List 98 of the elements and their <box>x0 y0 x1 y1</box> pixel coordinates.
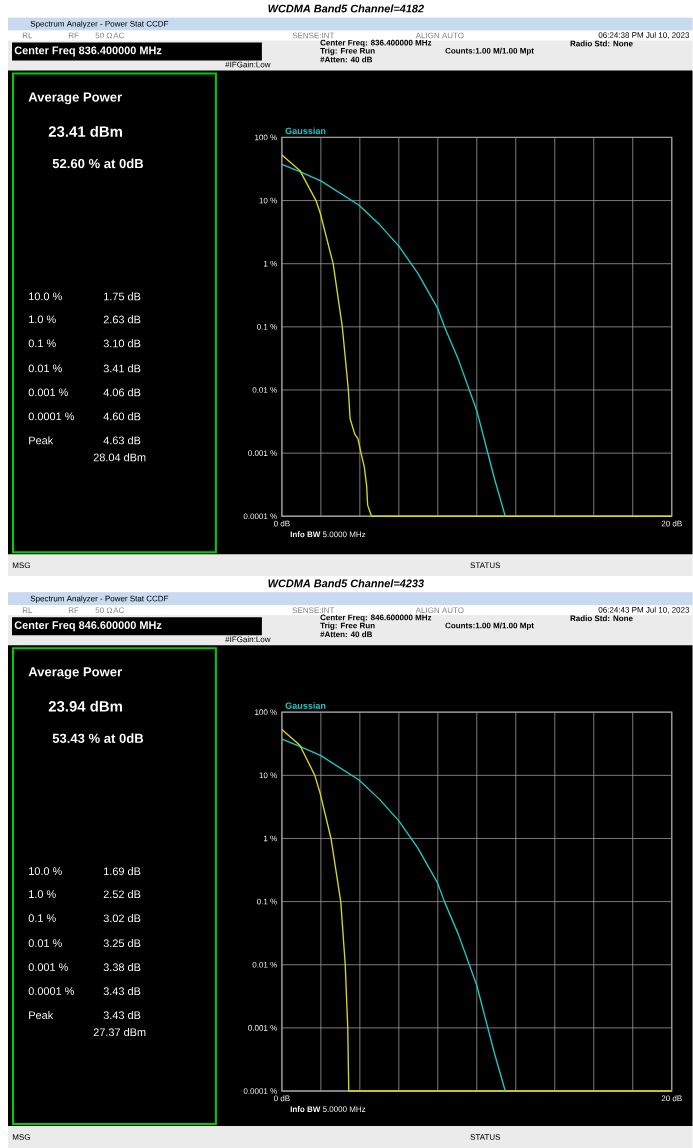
text: 0.01 % <box>28 939 63 947</box>
text: Counts:1.00 M/1.00 Mpt <box>445 47 534 56</box>
text: 10.0 % <box>29 292 63 301</box>
text: Center Freq 846.600000 MHz <box>14 621 162 632</box>
text: MSG <box>13 562 31 569</box>
y-tick-label: 1 % <box>264 260 278 267</box>
text: Peak <box>29 436 54 445</box>
text: Spectrum Analyzer - Power Stat CCDF <box>30 595 169 603</box>
y-tick-label: 100 % <box>255 709 278 716</box>
text: 3.10 dB <box>103 339 141 348</box>
text: SENSE:INT <box>292 607 335 614</box>
line-series <box>281 154 673 517</box>
y-tick-label: 0.0001 % <box>243 1088 278 1094</box>
text: 0.0001 % <box>28 987 75 995</box>
text: Average Power <box>28 667 123 680</box>
text: 1.0 % <box>29 890 56 898</box>
text: RF <box>69 607 79 613</box>
text: 4.60 dB <box>103 412 141 421</box>
text: 06:24:43 PM Jul 10, 2023 <box>598 606 690 614</box>
y-tick-label: 10 % <box>259 772 278 779</box>
x-tick-label: 0 dB <box>274 520 290 527</box>
text: 27.37 dBm <box>93 1028 146 1037</box>
x-tick-label: 0 dB <box>274 1095 290 1102</box>
text: STATUS <box>470 1134 501 1140</box>
text: Radio Std: None <box>570 615 633 622</box>
text: RL <box>23 607 33 613</box>
text: 06:24:38 PM Jul 10, 2023 <box>598 32 690 39</box>
y-tick-label: 0.1 % <box>257 898 278 905</box>
text: 23.94 dBm <box>48 700 123 712</box>
text: 52.60 % at 0dB <box>52 158 144 169</box>
text: 3.38 dB <box>103 963 141 972</box>
text: ALIGN AUTO <box>415 32 464 39</box>
text: 1.69 dB <box>104 867 141 876</box>
text: AC <box>113 32 125 39</box>
text: 4.06 dB <box>103 388 141 397</box>
text: 3.43 dB <box>103 987 141 996</box>
text: Center Freq 836.400000 MHz <box>14 46 162 57</box>
y-tick-label: 0.01 % <box>252 961 278 968</box>
y-tick-label: 100 % <box>255 134 278 141</box>
text: Average Power <box>28 92 123 105</box>
text: 10.0 % <box>29 867 63 875</box>
chart-title: WCDMA Band5 Channel=4182 <box>268 4 425 13</box>
y-tick-label: 0.1 % <box>257 324 278 330</box>
chart-title: WCDMA Band5 Channel=4233 <box>268 579 425 588</box>
text: 3.02 dB <box>103 914 141 923</box>
text: MSG <box>13 1134 31 1140</box>
text: 0.1 % <box>28 914 56 922</box>
text: 0.01 % <box>28 364 63 373</box>
text: Center Freq: 836.400000 MHz <box>320 39 432 48</box>
text: Info BW 5.0000 MHz <box>290 531 366 538</box>
text: #IFGain:Low <box>225 61 271 68</box>
text: #Atten: 40 dB <box>320 56 373 63</box>
text: Spectrum Analyzer - Power Stat CCDF <box>30 20 169 29</box>
text: 1.75 dB <box>104 292 141 301</box>
text: ALIGN AUTO <box>415 607 464 614</box>
text: 0.1 % <box>28 339 56 348</box>
text: 1.0 % <box>29 315 56 324</box>
text: #Atten: 40 dB <box>320 631 373 638</box>
text: Gaussian <box>285 127 326 135</box>
text: 23.41 dBm <box>48 125 123 137</box>
text: 28.04 dBm <box>93 453 146 462</box>
text: 4.63 dB <box>103 436 141 445</box>
text: Peak <box>29 1011 54 1020</box>
text: STATUS <box>470 562 501 569</box>
text: 50 Ω <box>95 32 113 39</box>
text: #IFGain:Low <box>225 636 271 643</box>
text: RF <box>69 32 79 39</box>
text: Center Freq: 846.600000 MHz <box>320 614 432 622</box>
y-tick-label: 0.001 % <box>248 1025 278 1031</box>
y-tick-label: 0.001 % <box>248 450 278 456</box>
text: Gaussian <box>285 702 326 709</box>
x-tick-label: 20 dB <box>661 520 682 527</box>
line-series <box>281 728 673 1092</box>
text: 3.41 dB <box>103 364 141 373</box>
text: Trig: Free Run <box>320 47 375 56</box>
text: 50 Ω <box>95 607 113 614</box>
line-series <box>281 163 507 517</box>
text: RL <box>23 32 33 39</box>
text: 0.0001 % <box>28 412 75 421</box>
text: 3.43 dB <box>103 1011 141 1020</box>
y-tick-label: 0.01 % <box>252 387 278 393</box>
text: 0.001 % <box>28 388 69 397</box>
x-tick-label: 20 dB <box>661 1095 682 1102</box>
y-tick-label: 10 % <box>259 197 278 204</box>
text: Trig: Free Run <box>320 622 375 630</box>
text: 53.43 % at 0dB <box>52 733 144 743</box>
text: Radio Std: None <box>570 40 633 47</box>
y-tick-label: 0.0001 % <box>243 513 278 520</box>
text: Info BW 5.0000 MHz <box>290 1106 366 1112</box>
text: Counts:1.00 M/1.00 Mpt <box>445 622 534 630</box>
line-series <box>281 738 507 1092</box>
text: SENSE:INT <box>292 32 335 39</box>
text: 2.52 dB <box>103 890 141 899</box>
text: 0.001 % <box>28 963 69 971</box>
text: AC <box>113 607 125 614</box>
y-tick-label: 1 % <box>264 835 278 842</box>
text: 3.25 dB <box>103 939 141 948</box>
text: 2.63 dB <box>103 315 141 324</box>
